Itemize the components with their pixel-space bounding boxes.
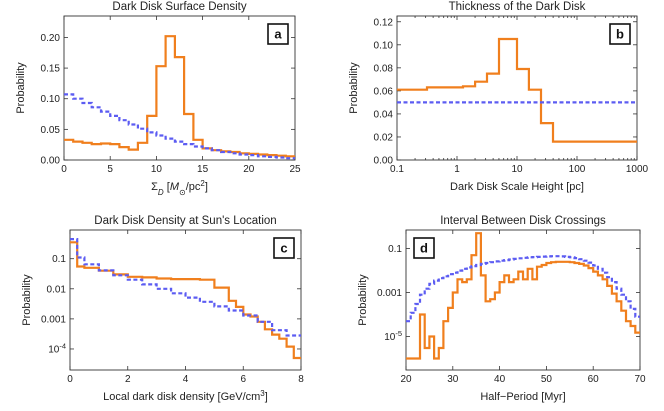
x-tick-label-d: 20 bbox=[400, 374, 412, 385]
y-tick-label-a: 0.20 bbox=[41, 33, 61, 44]
panel-badge-a bbox=[267, 23, 289, 45]
x-tick-label-b: 100 bbox=[569, 164, 586, 175]
series-line-d-orange bbox=[406, 232, 640, 360]
y-tick-label-b: 0.02 bbox=[374, 132, 394, 143]
y-tick-label-b: 0.10 bbox=[374, 40, 394, 51]
x-tick-label-b: 1000 bbox=[626, 164, 649, 175]
series-line-a-blue bbox=[64, 93, 295, 160]
y-tick-label-b: 0.08 bbox=[374, 63, 394, 74]
y-axis-label-c: Probability bbox=[21, 274, 33, 326]
chart-panel-a: Dark Disk Surface Density 0 5 10 15 20 25 0.00 0… bbox=[15, 1, 301, 197]
x-axis-label-a: ΣD [M⊙/pc2] bbox=[151, 179, 208, 197]
y-tick-label-b: 0.06 bbox=[374, 86, 394, 97]
panel-badge-label-a: a bbox=[274, 27, 282, 42]
panel-badge-c bbox=[273, 237, 295, 259]
x-tick-label-b: 1 bbox=[454, 164, 460, 175]
chart-title-c: Dark Disk Density at Sun's Location bbox=[94, 215, 276, 227]
x-tick-label-a: 25 bbox=[289, 164, 301, 175]
x-tick-label-d: 60 bbox=[588, 374, 600, 385]
y-tick-label-b: 0.04 bbox=[374, 109, 394, 120]
x-axis-label-c: Local dark disk density [GeV/cm3] bbox=[103, 389, 268, 404]
x-tick-label-b: 10 bbox=[511, 164, 523, 175]
chart-panel-b: Thickness of the Dark Disk 0.1 1 10 100 1000 0… bbox=[348, 1, 649, 193]
x-tick-label-a: 20 bbox=[243, 164, 255, 175]
x-tick-label-c: 6 bbox=[240, 374, 246, 385]
x-tick-label-c: 4 bbox=[183, 374, 189, 385]
plot-frame-a bbox=[63, 15, 296, 161]
y-tick-label-d: 0.001 bbox=[377, 288, 402, 299]
y-axis-label-a: Probability bbox=[15, 62, 27, 114]
x-tick-label-a: 15 bbox=[197, 164, 209, 175]
y-axis-label-b: Probability bbox=[348, 62, 360, 114]
panel-badge-b bbox=[609, 23, 631, 45]
series-line-b-orange bbox=[397, 37, 637, 143]
x-tick-label-c: 0 bbox=[67, 374, 73, 385]
plot-frame-c bbox=[69, 229, 302, 371]
y-tick-label-c: 10-4 bbox=[48, 341, 66, 356]
y-tick-label-b: 0.00 bbox=[374, 156, 394, 167]
y-tick-label-c: 0.001 bbox=[41, 314, 66, 325]
x-axis-label-d: Half−Period [Myr] bbox=[480, 391, 565, 403]
panel-badge-label-c: c bbox=[280, 241, 287, 256]
chart-panel-c: Dark Disk Density at Sun's Location 0 2 4 6 8… bbox=[21, 215, 304, 403]
y-tick-label-a: 0.00 bbox=[41, 156, 61, 167]
x-axis-label-b: Dark Disk Scale Height [pc] bbox=[450, 181, 584, 193]
chart-title-d: Interval Between Disk Crossings bbox=[440, 215, 606, 227]
plot-frame-d bbox=[405, 229, 641, 371]
x-tick-label-d: 40 bbox=[494, 374, 506, 385]
x-tick-label-d: 50 bbox=[541, 374, 553, 385]
y-tick-label-a: 0.05 bbox=[41, 125, 61, 136]
y-tick-label-c: 0.1 bbox=[52, 254, 66, 265]
series-line-a-orange bbox=[64, 35, 295, 158]
x-tick-label-d: 30 bbox=[447, 374, 459, 385]
x-tick-label-a: 5 bbox=[107, 164, 113, 175]
series-line-c-blue bbox=[70, 238, 301, 337]
chart-title-b: Thickness of the Dark Disk bbox=[449, 1, 586, 13]
x-tick-label-c: 8 bbox=[298, 374, 304, 385]
series-line-c-orange bbox=[70, 241, 301, 360]
y-tick-label-a: 0.15 bbox=[41, 64, 61, 75]
y-tick-label-a: 0.10 bbox=[41, 94, 61, 105]
panel-badge-label-b: b bbox=[616, 27, 624, 42]
x-tick-label-b: 0.1 bbox=[390, 164, 404, 175]
y-tick-label-d: 10-5 bbox=[384, 329, 402, 344]
chart-panel-d: Interval Between Disk Crossings 20 30 40 50 6… bbox=[357, 215, 646, 403]
y-axis-label-d: Probability bbox=[357, 274, 369, 326]
series-line-d-blue bbox=[406, 255, 640, 323]
y-tick-label-b: 0.12 bbox=[374, 17, 394, 28]
x-tick-label-c: 2 bbox=[125, 374, 131, 385]
panel-badge-label-d: d bbox=[420, 241, 428, 256]
x-tick-label-a: 10 bbox=[151, 164, 163, 175]
panel-badge-d bbox=[413, 237, 435, 259]
x-tick-label-a: 0 bbox=[61, 164, 67, 175]
y-tick-label-c: 0.01 bbox=[47, 284, 67, 295]
y-tick-label-d: 0.1 bbox=[388, 244, 402, 255]
chart-title-a: Dark Disk Surface Density bbox=[112, 1, 246, 13]
x-tick-label-d: 70 bbox=[634, 374, 646, 385]
